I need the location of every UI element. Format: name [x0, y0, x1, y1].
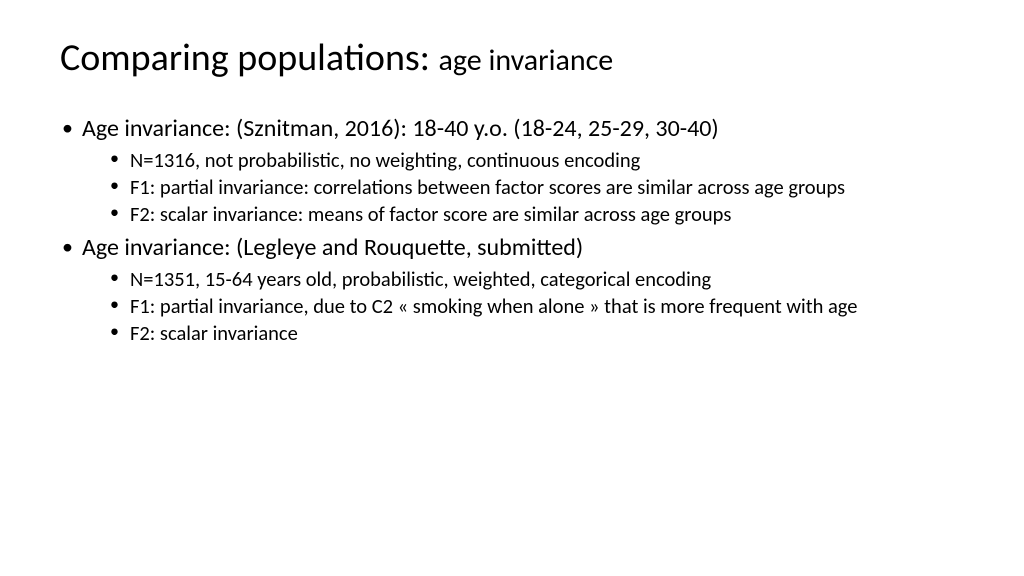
sub-bullet-list: N=1351, 15-64 years old, probabilistic, … [82, 266, 964, 347]
bullet-item: Age invariance: (Sznitman, 2016): 18-40 … [60, 114, 964, 227]
sub-bullet-text: N=1351, 15-64 years old, probabilistic, … [130, 266, 711, 292]
title-main: Comparing populations: [60, 35, 439, 81]
slide-title: Comparing populations: age invariance [60, 38, 964, 80]
bullet-text: Age invariance: (Legleye and Rouquette, … [82, 233, 583, 262]
sub-bullet-item: N=1351, 15-64 years old, probabilistic, … [110, 266, 964, 292]
sub-bullet-item: F2: scalar invariance [110, 320, 964, 346]
sub-bullet-text: F1: partial invariance: correlations bet… [130, 174, 845, 200]
sub-bullet-list: N=1316, not probabilistic, no weighting,… [82, 147, 964, 228]
bullet-item: Age invariance: (Legleye and Rouquette, … [60, 233, 964, 346]
sub-bullet-text: F1: partial invariance, due to C2 « smok… [130, 293, 858, 319]
sub-bullet-text: N=1316, not probabilistic, no weighting,… [130, 147, 640, 173]
sub-bullet-text: F2: scalar invariance: means of factor s… [130, 201, 731, 227]
bullet-text: Age invariance: (Sznitman, 2016): 18-40 … [82, 114, 719, 143]
sub-bullet-text: F2: scalar invariance [130, 320, 298, 346]
sub-bullet-item: N=1316, not probabilistic, no weighting,… [110, 147, 964, 173]
title-subtitle: age invariance [439, 42, 614, 79]
sub-bullet-item: F1: partial invariance, due to C2 « smok… [110, 293, 964, 319]
sub-bullet-item: F2: scalar invariance: means of factor s… [110, 201, 964, 227]
sub-bullet-item: F1: partial invariance: correlations bet… [110, 174, 964, 200]
bullet-list: Age invariance: (Sznitman, 2016): 18-40 … [60, 114, 964, 347]
slide: Comparing populations: age invariance Ag… [0, 0, 1024, 576]
